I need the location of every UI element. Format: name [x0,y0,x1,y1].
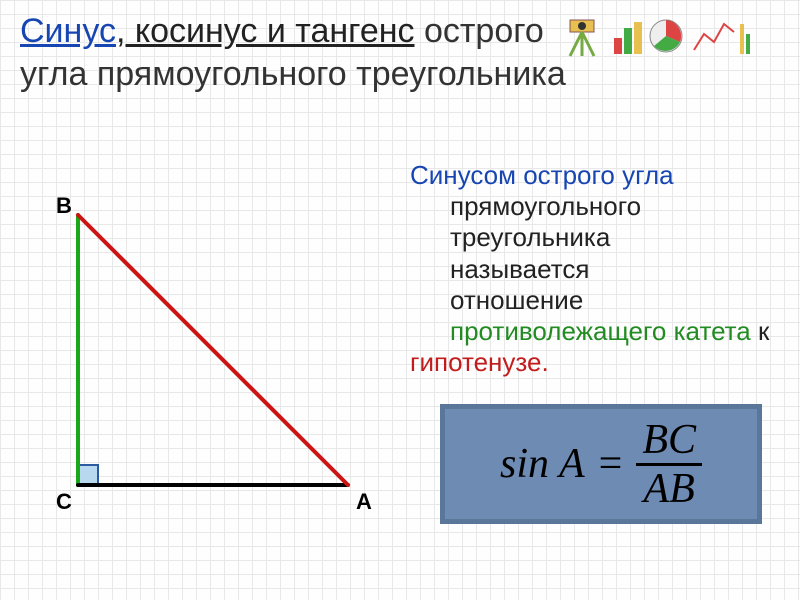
def-red: гипотенузе. [410,347,549,377]
page-title: Синус, косинус и тангенс острого угла пр… [20,10,580,95]
def-green: противолежащего катета [450,316,751,346]
vertex-label-c: C [56,489,72,515]
formula-denominator: AB [644,466,695,510]
title-word-sine: Синус [20,12,116,50]
formula-arg: A [559,440,585,488]
formula-numerator: BC [636,419,702,466]
icon-strip [560,14,752,58]
def-lead: Синусом острого угла [410,160,674,190]
def-mid: к [751,316,770,346]
chart-strip-icon [612,14,752,58]
formula: sin A = BC AB [500,419,702,510]
formula-box: sin A = BC AB [440,404,762,524]
definition-text: Синусом острого угла прямоугольного треу… [410,160,780,378]
vertex-label-a: A [356,489,372,515]
triangle-svg [28,195,388,545]
def-l4: называется [410,254,589,284]
formula-eq: = [599,440,623,488]
formula-fraction: BC AB [636,419,702,510]
vertex-label-b: B [56,193,72,219]
def-l5: отношение [410,285,583,315]
formula-fn: sin [500,440,549,488]
def-l3: треугольника [410,222,610,252]
triangle-diagram: B C A [28,195,388,545]
tripod-icon [560,14,604,58]
def-l2: прямоугольного [410,191,641,221]
title-rest-underlined: , косинус и тангенс [116,12,415,50]
